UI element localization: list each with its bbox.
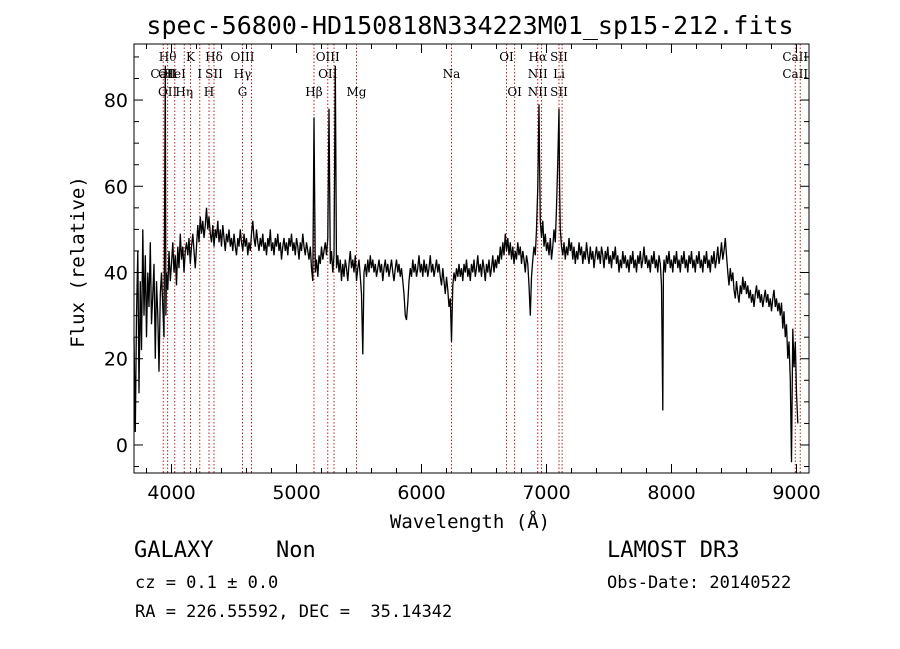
line-marker-label: Hη bbox=[175, 85, 193, 99]
line-marker-label: OII bbox=[318, 67, 338, 81]
y-tick-label: 0 bbox=[116, 435, 128, 457]
chart-title: spec-56800-HD150818N334223M01_sp15-212.f… bbox=[146, 11, 793, 40]
line-marker-label: Mg bbox=[347, 85, 367, 99]
line-marker-label: SII bbox=[205, 67, 223, 81]
line-marker-label: HeI bbox=[164, 67, 187, 81]
line-marker-label: K bbox=[186, 50, 196, 64]
x-tick-label: 5000 bbox=[272, 482, 320, 504]
line-marker-label: OIII bbox=[316, 50, 340, 64]
line-marker-label: Hα bbox=[528, 50, 547, 64]
line-marker-label: Hγ bbox=[234, 67, 252, 81]
spectrum-line bbox=[133, 65, 799, 463]
line-marker-label: H bbox=[204, 85, 214, 99]
x-tick-label: 6000 bbox=[397, 482, 445, 504]
observation-date: Obs-Date: 20140522 bbox=[607, 573, 792, 593]
y-tick-label: 80 bbox=[104, 90, 128, 112]
x-tick-label: 8000 bbox=[647, 482, 695, 504]
line-marker-label: Hβ bbox=[305, 85, 322, 99]
coordinates-readout: RA = 226.55592, DEC = 35.14342 bbox=[135, 602, 453, 622]
x-axis-label: Wavelength (Å) bbox=[390, 510, 550, 533]
y-tick-label: 20 bbox=[104, 349, 128, 371]
line-marker-label: Na bbox=[443, 67, 461, 81]
line-marker-label: Hθ bbox=[159, 50, 177, 64]
plot-frame bbox=[133, 43, 810, 474]
line-marker-label: CaII bbox=[782, 50, 808, 64]
y-axis-label: Flux (relative) bbox=[67, 176, 89, 348]
line-marker-label: SII bbox=[550, 50, 568, 64]
line-marker-label: OII bbox=[158, 85, 178, 99]
line-marker-label: Hδ bbox=[205, 50, 223, 64]
line-marker-label: OII bbox=[158, 67, 178, 81]
y-tick-label: 60 bbox=[104, 176, 128, 198]
line-marker-label: CaII bbox=[782, 67, 808, 81]
line-marker-label: SII bbox=[550, 85, 568, 99]
line-marker-label: I bbox=[197, 67, 202, 81]
line-marker-label: CaII bbox=[150, 67, 176, 81]
line-marker-label: NII bbox=[528, 67, 548, 81]
line-marker-label: NII bbox=[528, 85, 548, 99]
survey-name: LAMOST DR3 bbox=[607, 538, 740, 563]
object-subclass: Non bbox=[276, 538, 316, 563]
line-marker-label: OI bbox=[507, 85, 522, 99]
object-class: GALAXY bbox=[134, 538, 214, 563]
line-marker-label: G bbox=[238, 85, 248, 99]
x-tick-label: 4000 bbox=[147, 482, 195, 504]
x-tick-label: 7000 bbox=[522, 482, 570, 504]
line-marker-label: OI bbox=[499, 50, 514, 64]
redshift-readout: cz = 0.1 ± 0.0 bbox=[135, 573, 279, 593]
x-tick-label: 9000 bbox=[772, 482, 820, 504]
line-marker-label: Li bbox=[553, 67, 565, 81]
line-marker-label: OIII bbox=[230, 50, 254, 64]
y-tick-label: 40 bbox=[104, 263, 128, 285]
